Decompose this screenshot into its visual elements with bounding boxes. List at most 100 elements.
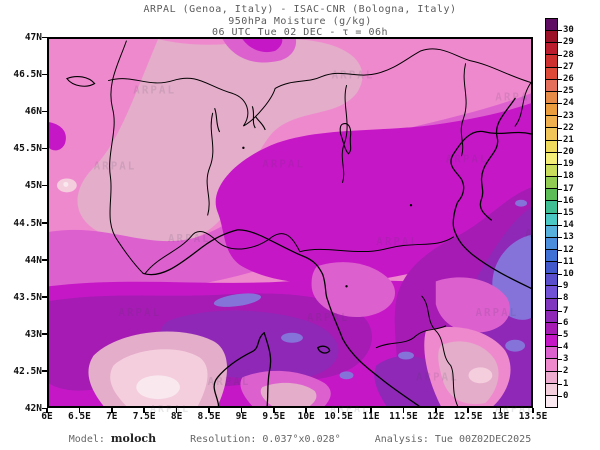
colorbar-tick-label: 2 [563,366,569,377]
colorbar-tick-label: 20 [563,147,574,158]
x-axis-tick [273,408,275,413]
colorbar-tick-label: 12 [563,244,574,255]
colorbar-tick-label: 11 [563,256,574,267]
colorbar-tick-label: 6 [563,317,569,328]
colorbar-tick-label: 22 [563,122,574,133]
colorbar-tick [558,225,562,227]
colorbar-tick-label: 3 [563,354,569,365]
colorbar-cell [546,177,557,190]
arpal-watermark: ARPAL [133,83,176,96]
arpal-watermark: ARPAL [416,370,459,383]
arpal-watermark: ARPAL [330,404,371,415]
colorbar-tick [558,359,562,361]
colorbar-tick [558,42,562,44]
colorbar-cell [546,67,557,80]
colorbar-tick [558,334,562,336]
colorbar-cell [546,91,557,105]
y-axis-tick [42,184,47,187]
colorbar-tick [558,310,562,312]
colorbar-tick [558,91,562,93]
colorbar-tick-label: 26 [563,73,574,84]
y-axis-tick-label: 44N [24,254,42,266]
colorbar-tick [558,213,562,214]
x-axis-tick [435,408,437,413]
x-axis-tick [78,408,81,413]
colorbar-tick [558,54,562,56]
y-axis-tick [42,73,47,76]
colorbar-tick [558,298,562,300]
x-axis-tick-label: 6.5E [67,411,91,422]
x-axis-tick-label: 9E [235,411,248,422]
colorbar-cell [546,104,557,117]
colorbar-cell [546,201,557,214]
arpal-watermark: ARPAL [376,235,419,248]
arpal-watermark: ARPAL [495,404,536,415]
colorbar-tick-label: 0 [563,390,569,401]
colorbar-cell [546,43,557,56]
colorbar-tick-label: 23 [563,110,574,121]
colorbar-tick-label: 24 [563,98,574,109]
colorbar-cell [546,140,557,153]
colorbar-cell [546,55,557,68]
colorbar-tick [558,164,562,166]
x-axis-tick-label: 8E [170,411,183,422]
colorbar-tick [558,115,562,117]
figure-footer: Model: moloch Resolution: 0.037°x0.028° … [0,432,600,445]
arpal-watermark: ARPAL [150,404,191,415]
coastline [142,97,531,406]
x-axis-tick [240,408,243,413]
title-line-institutions: ARPAL (Genoa, Italy) - ISAC-CNR (Bologna… [143,4,457,15]
arpal-watermark: ARPAL [475,306,518,319]
colorbar-cell [546,249,557,263]
colorbar-cell [546,359,557,372]
colorbar-cell [546,322,557,336]
y-axis-tick-label: 47N [24,32,42,43]
x-axis-tick-label: 13.5E [518,411,548,422]
x-axis-tick [467,408,469,413]
colorbar-tick-label: 28 [563,49,574,60]
x-axis-tick-label: 6E [41,411,53,422]
colorbar-cell [546,213,557,226]
colorbar-tick-label: 4 [563,342,569,353]
arpal-watermark: ARPAL [168,232,211,245]
colorbar-tick-label: 5 [563,329,569,340]
colorbar-tick [558,347,562,349]
colorbar [545,18,558,408]
x-axis-tick [208,408,210,413]
x-axis-tick [111,408,113,413]
y-axis-tick [42,333,47,335]
colorbar-cell [546,237,557,250]
y-axis-tick-label: 46N [24,106,42,118]
x-axis-tick-label: 10E [297,411,315,422]
colorbar-tick-label: 9 [563,281,569,292]
x-axis-tick-label: 10.5E [324,411,353,422]
arpal-watermark: ARPAL [525,227,531,240]
x-axis-tick [402,408,405,413]
colorbar-tick [558,127,562,129]
colorbar-cell [546,128,557,141]
colorbar-tick [558,188,562,190]
colorbar-tick-label: 7 [563,305,569,316]
colorbar-cell [546,310,557,323]
y-axis-tick-label: 45.5N [13,143,42,155]
x-axis-tick [305,408,307,413]
arpal-watermark: ARPAL [262,158,305,171]
y-axis-tick [42,296,47,298]
colorbar-tick-label: 29 [563,37,574,48]
y-axis-tick [42,147,47,150]
y-axis-tick-label: 43N [24,328,42,340]
point-marks [242,146,413,288]
x-axis-tick-label: 12.5E [453,411,483,422]
x-axis-tick [143,408,145,413]
colorbar-tick-label: 13 [563,232,574,243]
colorbar-tick [558,139,562,141]
arpal-watermark: ARPAL [332,69,375,82]
colorbar-cell [546,286,557,299]
colorbar-tick [558,249,562,251]
model-value: moloch [110,432,157,445]
y-axis-tick-label: 46.5N [13,69,42,81]
colorbar-cell [546,189,557,202]
x-axis-tick-label: 7E [106,411,118,422]
colorbar-tick-label: 15 [563,208,574,218]
colorbar-tick-label: 30 [563,25,574,36]
